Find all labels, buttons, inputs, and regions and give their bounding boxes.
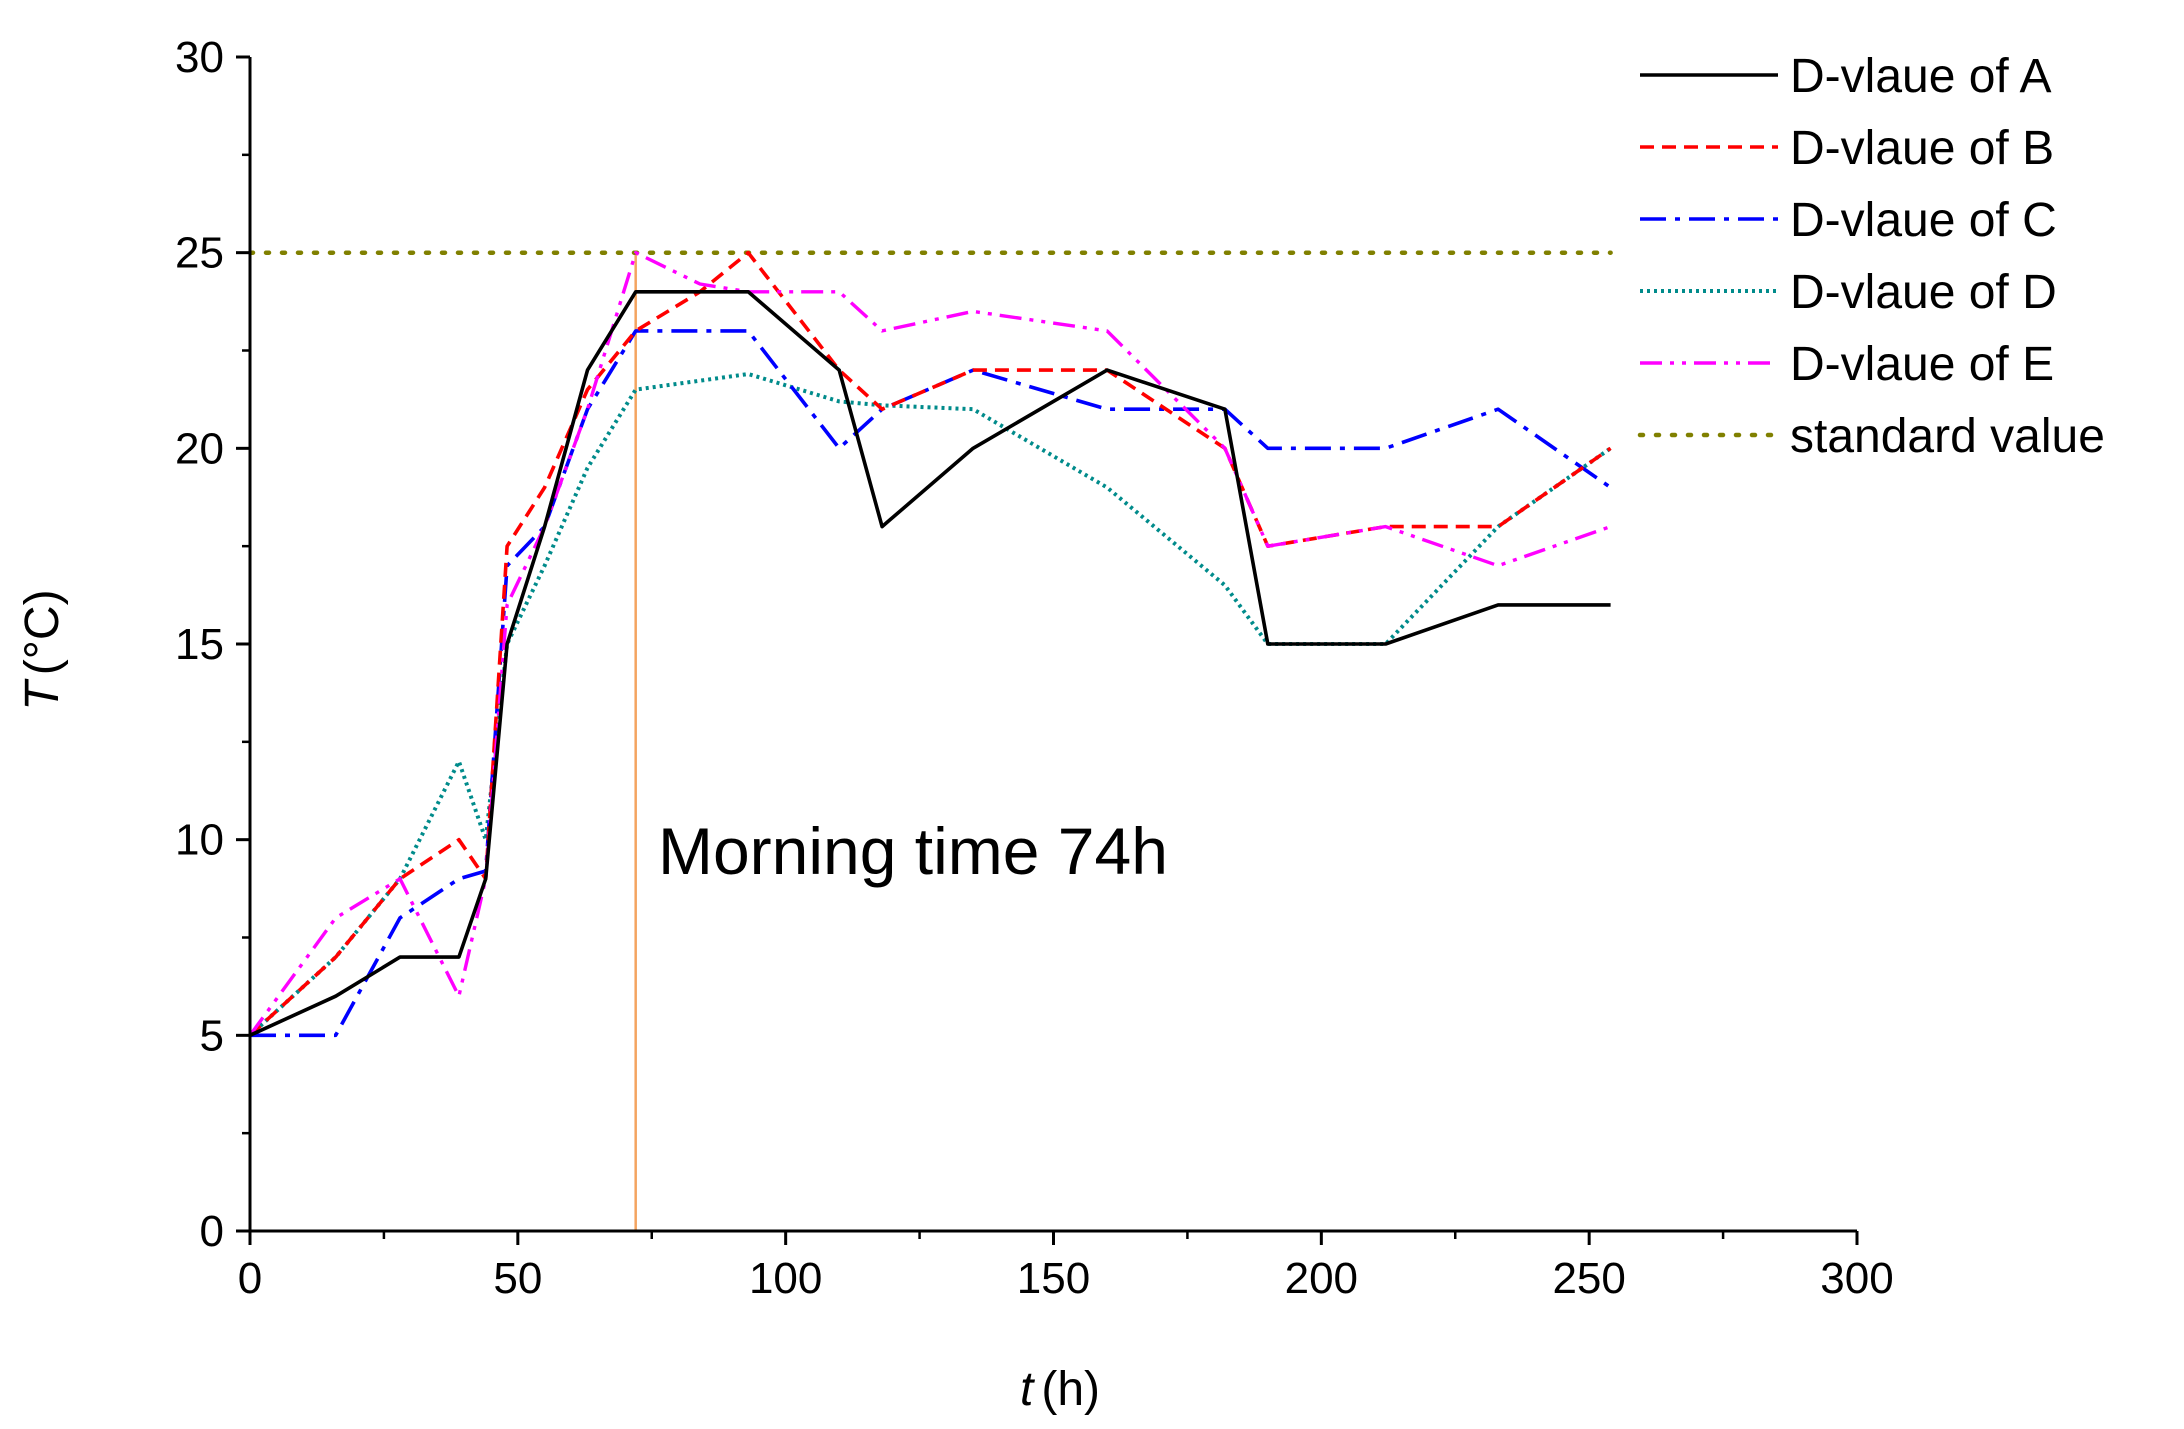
series-layer — [247, 250, 1613, 1038]
series-line-d-vlaue-of-b — [248, 250, 1612, 1037]
y-tick-label: 20 — [175, 424, 224, 473]
x-axis-variable: t — [1020, 1363, 1035, 1416]
y-tick-label: 30 — [175, 33, 224, 82]
y-tick-label: 0 — [200, 1207, 224, 1256]
y-axis-title: T(°C) — [16, 589, 69, 710]
x-tick-label: 300 — [1820, 1254, 1893, 1303]
legend-label-d-vlaue-of-a: D-vlaue of A — [1790, 50, 2051, 103]
annotation-text: Morning time 74h — [658, 814, 1168, 888]
axes-layer: 0 50 100 150 200 250 300 0 5 10 15 20 25 30 — [175, 33, 1894, 1303]
x-tick-label: 250 — [1552, 1254, 1625, 1303]
x-axis-unit: (h) — [1041, 1363, 1100, 1416]
legend-label-d-vlaue-of-b: D-vlaue of B — [1790, 122, 2054, 175]
y-tick-label: 15 — [175, 620, 224, 669]
legend: D-vlaue of A D-vlaue of B D-vlaue of C D-vl… — [1637, 50, 2105, 463]
legend-label-standard-value: standard value — [1790, 410, 2105, 463]
series-line-d-vlaue-of-c — [250, 329, 1612, 1038]
legend-label-d-vlaue-of-c: D-vlaue of C — [1790, 194, 2057, 247]
y-tick-label: 5 — [200, 1011, 224, 1060]
y-tick-label: 10 — [175, 816, 224, 865]
series-line-d-vlaue-of-e — [248, 251, 1612, 1037]
y-tick-label: 25 — [175, 229, 224, 278]
x-axis-title: t (h) — [1020, 1363, 1100, 1416]
y-axis-unit: (°C) — [16, 589, 69, 675]
x-tick-label: 0 — [238, 1254, 262, 1303]
x-tick-label: 100 — [749, 1254, 822, 1303]
legend-label-d-vlaue-of-d: D-vlaue of D — [1790, 266, 2057, 319]
series-line-d-vlaue-of-a — [249, 290, 1611, 1037]
x-tick-label: 150 — [1017, 1254, 1090, 1303]
x-tick-label: 50 — [493, 1254, 542, 1303]
y-axis-variable: T — [16, 678, 69, 711]
legend-label-d-vlaue-of-e: D-vlaue of E — [1790, 338, 2054, 391]
x-tick-label: 200 — [1285, 1254, 1358, 1303]
series-line-d-vlaue-of-d — [248, 372, 1612, 1037]
